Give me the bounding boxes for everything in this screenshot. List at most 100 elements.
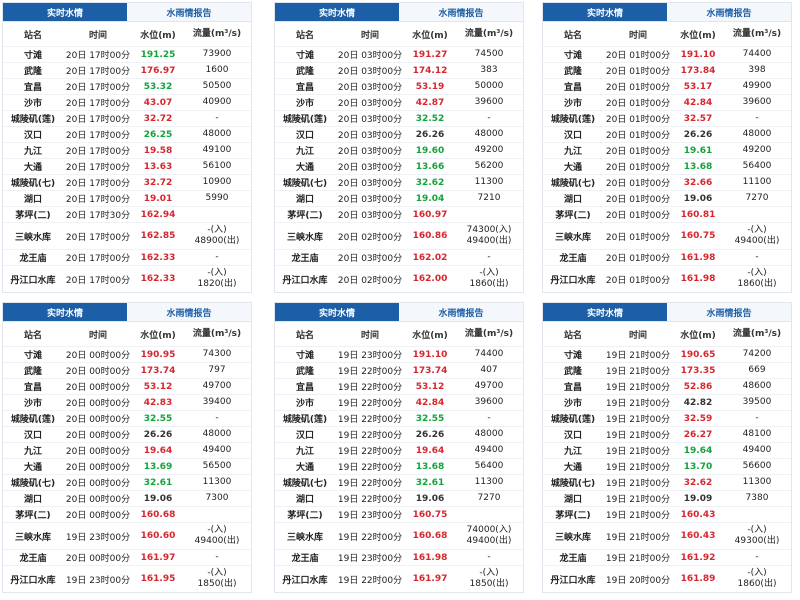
- table-row: 武隆 20日 01时00分 173.84 398: [543, 62, 791, 78]
- observation-time: 20日 17时00分: [65, 51, 131, 61]
- flow-rate: 49400: [202, 445, 232, 455]
- flow-rate: 39400: [202, 397, 232, 407]
- panel-3: 实时水情 水雨情报告 站名 时间 水位(m) 流量(m³/s) 寸滩 20日 01时00分 19…: [542, 2, 792, 293]
- table-row: 城陵矶(七) 19日 22时00分 32.61 11300: [275, 474, 523, 490]
- water-level: 19.06: [683, 193, 713, 204]
- water-level: 13.68: [683, 161, 713, 172]
- header-cell: 流量(m³/s): [732, 328, 782, 339]
- panel-4: 实时水情 水雨情报告 站名 时间 水位(m) 流量(m³/s) 寸滩 20日 00时00分 19…: [2, 302, 252, 593]
- flow-rate: 49400: [474, 445, 504, 455]
- observation-time: 19日 21时00分: [605, 463, 671, 473]
- water-level: 19.06: [143, 493, 173, 504]
- station-name: 宜昌: [295, 383, 314, 393]
- observation-time: 19日 22时00分: [337, 415, 403, 425]
- observation-time: 20日 01时00分: [605, 195, 671, 205]
- flow-rate: 7210: [477, 193, 501, 203]
- station-name: 三峡水库: [286, 232, 323, 243]
- flow-rate: 73900: [202, 49, 232, 59]
- table-row: 湖口 20日 03时00分 19.04 7210: [275, 190, 523, 206]
- station-name: 大通: [23, 163, 42, 173]
- water-level: 32.55: [415, 413, 445, 424]
- water-level: 161.98: [412, 552, 448, 563]
- tab-water-rain-report[interactable]: 水雨情报告: [667, 3, 791, 21]
- header-cell: 时间: [88, 30, 107, 41]
- table-row: 龙王庙 19日 23时00分 161.98 -: [275, 549, 523, 565]
- table-body: 寸滩 20日 17时00分 191.25 73900 武隆 20日 17时00分 176.9…: [3, 46, 251, 292]
- tab-realtime-water[interactable]: 实时水情: [275, 303, 399, 321]
- observation-time: 20日 03时00分: [337, 163, 403, 173]
- tab-bar: 实时水情 水雨情报告: [543, 303, 791, 322]
- station-name: 茅坪(二): [555, 511, 591, 521]
- water-level: 160.86: [412, 231, 448, 241]
- station-name: 沙市: [295, 99, 314, 109]
- tab-water-rain-report[interactable]: 水雨情报告: [399, 3, 523, 21]
- flow-rate: 11300: [474, 177, 504, 187]
- observation-time: 20日 00时00分: [65, 554, 131, 564]
- water-level: 191.25: [140, 49, 176, 60]
- station-name: 三峡水库: [554, 532, 591, 543]
- table-header: 站名 时间 水位(m) 流量(m³/s): [275, 22, 523, 46]
- flow-rate: -: [487, 252, 491, 262]
- table-row: 沙市 20日 00时00分 42.83 39400: [3, 394, 251, 410]
- table-row: 大通 20日 01时00分 13.68 56400: [543, 158, 791, 174]
- station-name: 九江: [295, 447, 314, 457]
- observation-time: 19日 22时00分: [337, 447, 403, 457]
- observation-time: 20日 00时00分: [65, 367, 131, 377]
- header-cell: 流量(m³/s): [192, 28, 242, 39]
- water-level: 32.61: [415, 477, 445, 488]
- table-row: 大通 20日 00时00分 13.69 56500: [3, 458, 251, 474]
- water-level: 42.82: [683, 397, 713, 408]
- tab-water-rain-report[interactable]: 水雨情报告: [667, 303, 791, 321]
- observation-time: 19日 21时00分: [605, 383, 671, 393]
- table-body: 寸滩 19日 21时00分 190.65 74200 武隆 19日 21时00分 173.3…: [543, 346, 791, 592]
- observation-time: 19日 21时00分: [605, 431, 671, 441]
- station-name: 寸滩: [23, 351, 42, 361]
- water-level: 191.10: [680, 49, 716, 60]
- water-level: 32.66: [683, 177, 713, 188]
- flow-rate: 49900: [742, 81, 772, 91]
- flow-rate: 7270: [477, 493, 501, 503]
- table-row: 茅坪(二) 19日 21时00分 160.43: [543, 506, 791, 522]
- flow-rate: 11100: [742, 177, 772, 187]
- observation-time: 20日 17时00分: [65, 195, 131, 205]
- table-header: 站名 时间 水位(m) 流量(m³/s): [543, 322, 791, 346]
- tab-water-rain-report[interactable]: 水雨情报告: [399, 303, 523, 321]
- station-name: 大通: [295, 163, 314, 173]
- tab-realtime-water[interactable]: 实时水情: [3, 303, 127, 321]
- flow-rate: 74300: [202, 349, 232, 359]
- tab-realtime-water[interactable]: 实时水情: [3, 3, 127, 21]
- station-name: 大通: [563, 463, 582, 473]
- water-level: 32.57: [683, 113, 713, 124]
- station-name: 宜昌: [23, 83, 42, 93]
- observation-time: 20日 01时00分: [605, 232, 671, 243]
- station-name: 九江: [563, 147, 582, 157]
- flow-rate: 56600: [742, 461, 772, 471]
- header-cell: 时间: [360, 330, 379, 341]
- tab-realtime-water[interactable]: 实时水情: [543, 303, 667, 321]
- tab-water-rain-report[interactable]: 水雨情报告: [127, 303, 251, 321]
- station-name: 宜昌: [23, 383, 42, 393]
- water-level: 173.74: [412, 365, 448, 376]
- table-row: 龙王庙 20日 01时00分 161.98 -: [543, 249, 791, 265]
- station-name: 城陵矶(莲): [10, 115, 56, 125]
- water-level: 26.26: [683, 129, 713, 140]
- station-name: 城陵矶(七): [10, 479, 56, 489]
- table-row: 大通 19日 21时00分 13.70 56600: [543, 458, 791, 474]
- station-name: 城陵矶(七): [550, 179, 596, 189]
- station-name: 汉口: [295, 131, 314, 141]
- flow-rate: 407: [480, 365, 498, 375]
- tab-realtime-water[interactable]: 实时水情: [275, 3, 399, 21]
- flow-rate: -(入) 1860(出): [737, 268, 777, 289]
- table-header: 站名 时间 水位(m) 流量(m³/s): [543, 22, 791, 46]
- observation-time: 20日 17时00分: [65, 147, 131, 157]
- observation-time: 20日 00时00分: [65, 447, 131, 457]
- observation-time: 20日 03时00分: [337, 99, 403, 109]
- flow-rate: 48000: [742, 129, 772, 139]
- water-level: 32.62: [683, 477, 713, 488]
- table-row: 汉口 20日 01时00分 26.26 48000: [543, 126, 791, 142]
- tab-water-rain-report[interactable]: 水雨情报告: [127, 3, 251, 21]
- observation-time: 20日 00时00分: [65, 383, 131, 393]
- station-name: 武隆: [295, 367, 314, 377]
- tab-realtime-water[interactable]: 实时水情: [543, 3, 667, 21]
- header-cell: 站名: [295, 30, 314, 41]
